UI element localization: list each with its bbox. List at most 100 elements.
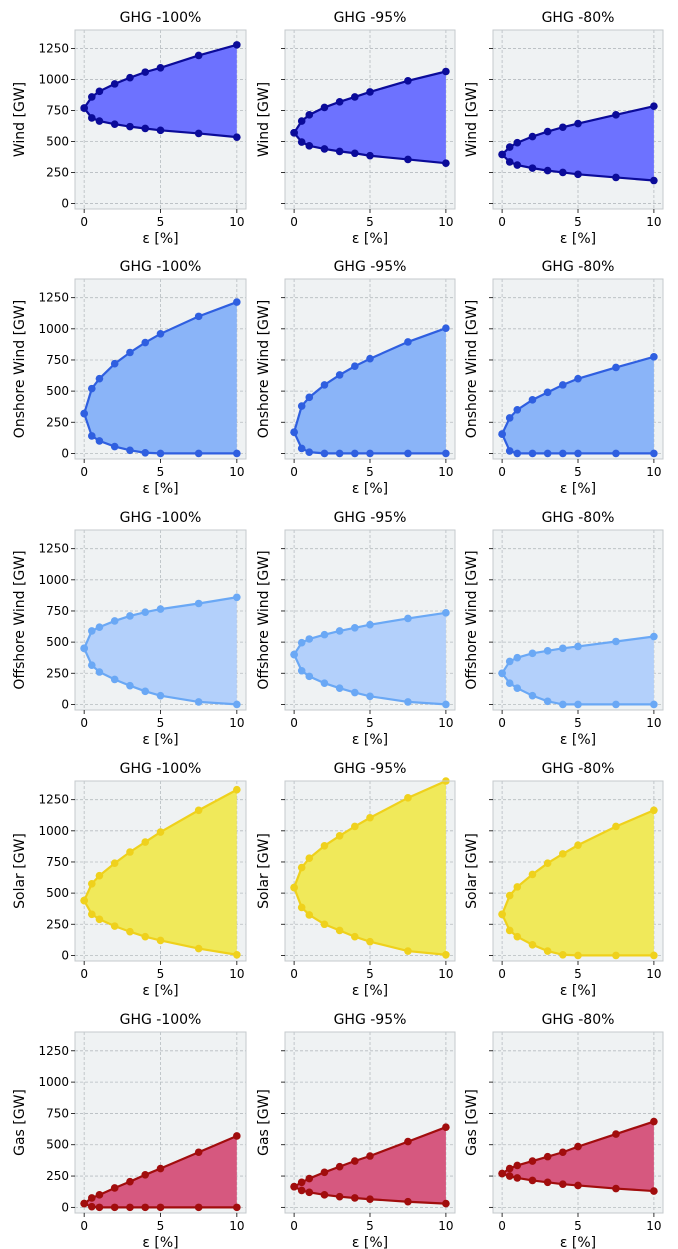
lower-point <box>574 449 582 458</box>
upper-point <box>335 98 344 106</box>
x-tick-label: 10 <box>229 716 244 730</box>
lower-point <box>574 170 582 179</box>
y-axis-label: Onshore Wind [GW] <box>256 300 272 438</box>
y-axis-label: Offshore Wind [GW] <box>12 550 28 689</box>
upper-point <box>233 41 241 49</box>
lower-point <box>110 442 119 451</box>
x-tick-label: 5 <box>157 967 165 981</box>
upper-point <box>297 402 306 410</box>
lower-point <box>404 155 412 164</box>
lower-point <box>156 691 165 700</box>
upper-point <box>126 612 134 620</box>
x-axis-label: ε [%] <box>560 481 596 497</box>
y-tick-label: 250 <box>46 165 69 179</box>
chart-title: GHG -80% <box>542 10 615 26</box>
upper-point <box>513 405 522 414</box>
chart-title: GHG -95% <box>334 510 407 526</box>
upper-point <box>559 381 567 389</box>
upper-point <box>297 638 306 647</box>
lower-point <box>351 1194 359 1202</box>
x-tick-label: 5 <box>366 215 374 229</box>
upper-point <box>612 111 620 119</box>
x-tick-label: 10 <box>229 465 244 479</box>
x-tick-label: 10 <box>646 215 661 229</box>
envelope-fill <box>502 810 654 956</box>
x-tick-label: 5 <box>157 716 165 730</box>
y-axis-label: Wind [GW] <box>256 82 272 157</box>
lower-point <box>650 449 658 458</box>
envelope-fill <box>84 44 237 138</box>
x-axis-label: ε [%] <box>142 732 178 748</box>
y-tick-label: 250 <box>46 1169 69 1183</box>
upper-point <box>505 414 514 422</box>
upper-point <box>612 822 620 831</box>
upper-point <box>141 1170 150 1179</box>
lower-point <box>194 449 203 458</box>
lower-point <box>95 915 104 924</box>
lower-point <box>442 700 450 709</box>
lower-point <box>528 449 537 458</box>
y-tick-label: 1250 <box>38 291 69 305</box>
lower-point <box>498 1169 506 1178</box>
upper-point <box>351 93 359 101</box>
x-tick-label: 5 <box>366 967 374 981</box>
upper-point <box>233 1132 241 1140</box>
y-tick-label: 0 <box>61 697 69 711</box>
lower-point <box>194 129 203 138</box>
upper-point <box>543 127 552 136</box>
x-axis-label: ε [%] <box>560 231 596 247</box>
upper-point <box>404 338 412 346</box>
y-axis-label: Offshore Wind [GW] <box>464 550 480 689</box>
x-tick-label: 10 <box>229 215 244 229</box>
lower-point <box>513 932 522 941</box>
upper-point <box>366 813 374 822</box>
x-tick-label: 10 <box>438 215 453 229</box>
x-tick-label: 5 <box>574 1219 582 1233</box>
envelope-fill <box>84 597 237 705</box>
upper-point <box>141 838 150 846</box>
lower-point <box>80 1199 88 1208</box>
lower-point <box>612 449 620 458</box>
upper-point <box>574 1142 582 1151</box>
x-tick-label: 0 <box>80 716 88 730</box>
lower-point <box>156 126 165 135</box>
upper-point <box>87 1194 96 1202</box>
upper-point <box>156 1164 165 1173</box>
y-tick-label: 500 <box>46 384 69 398</box>
x-tick-label: 5 <box>157 1219 165 1233</box>
lower-point <box>505 447 514 455</box>
lower-point <box>297 444 306 453</box>
lower-point <box>351 932 359 941</box>
upper-point <box>366 354 374 363</box>
chart-panel-13: 0 5 10 0 250 500 750 1000 1250 GHG -100% ε [%] Gas … <box>12 1012 247 1249</box>
lower-point <box>87 910 96 919</box>
upper-point <box>366 620 374 629</box>
upper-point <box>351 822 359 831</box>
lower-point <box>141 124 150 133</box>
envelope-fill <box>84 302 237 454</box>
chart-panel-9: 0 5 10 GHG -80% ε [%] Offshore Wind [GW] <box>464 510 664 748</box>
lower-point <box>305 672 314 681</box>
y-axis-label: Gas [GW] <box>12 1089 28 1156</box>
chart-title: GHG -95% <box>334 761 407 777</box>
x-axis-label: ε [%] <box>352 983 388 999</box>
lower-point <box>650 700 658 709</box>
upper-point <box>404 76 412 85</box>
lower-point <box>513 684 522 693</box>
upper-point <box>650 1117 658 1126</box>
upper-point <box>320 1168 329 1177</box>
upper-point <box>612 637 620 646</box>
y-axis-label: Gas [GW] <box>256 1089 272 1156</box>
upper-point <box>366 1152 374 1160</box>
x-tick-label: 10 <box>646 716 661 730</box>
lower-point <box>80 896 88 905</box>
x-tick-label: 5 <box>366 465 374 479</box>
lower-point <box>80 409 88 418</box>
y-tick-label: 0 <box>61 948 69 962</box>
upper-point <box>543 647 552 655</box>
x-tick-label: 0 <box>290 465 298 479</box>
lower-point <box>335 1192 344 1201</box>
lower-point <box>126 446 134 455</box>
lower-point <box>126 927 134 936</box>
lower-point <box>141 932 150 941</box>
